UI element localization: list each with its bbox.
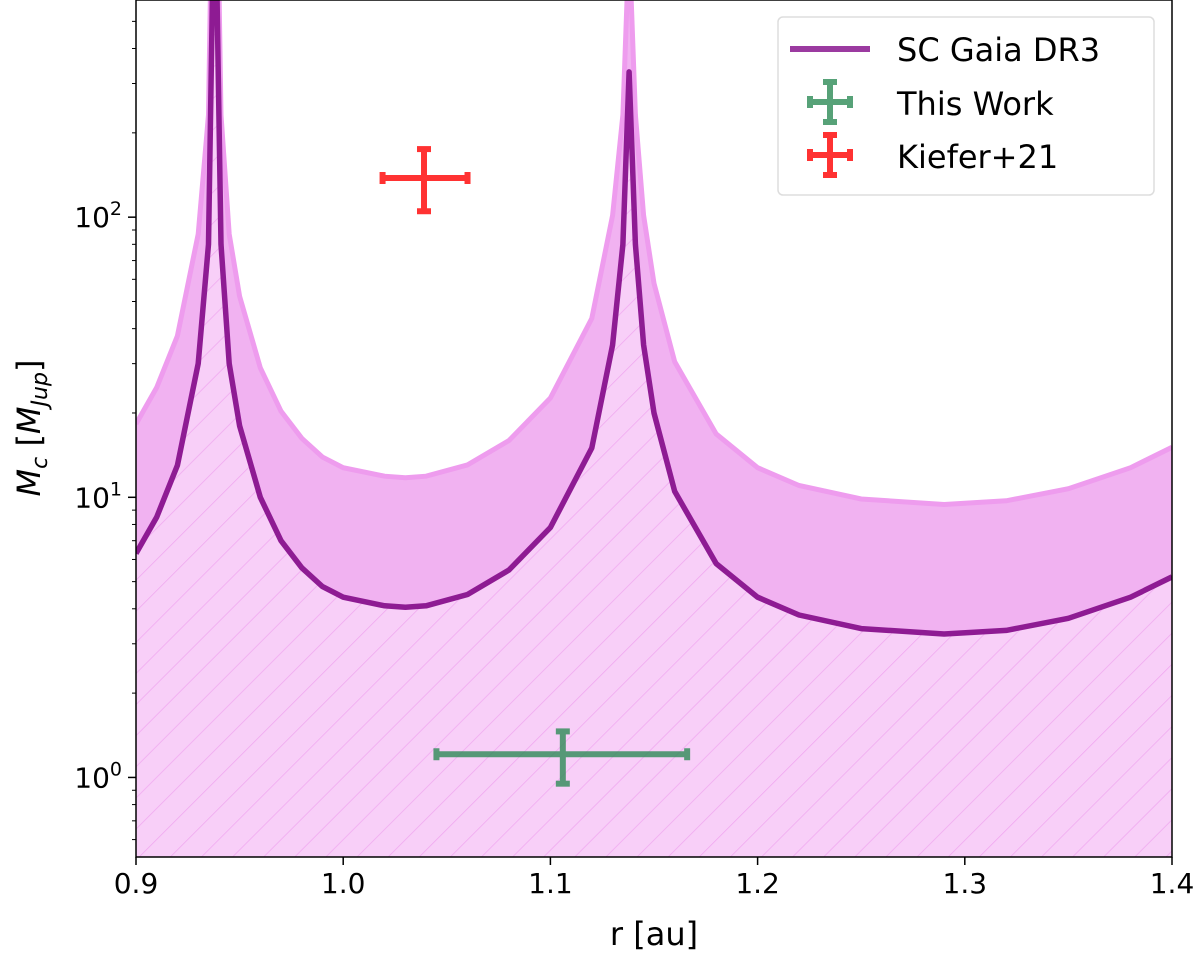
data-point-this-work bbox=[433, 728, 691, 787]
y-tick-label: 100 bbox=[74, 758, 122, 794]
legend-label-this-work: This Work bbox=[896, 85, 1054, 123]
plot-frame bbox=[135, 0, 1173, 858]
x-tick-label: 1.4 bbox=[1150, 867, 1195, 900]
x-tick-label: 1.1 bbox=[528, 867, 573, 900]
y-axis-label: Mc [MJup] bbox=[10, 360, 53, 497]
y-tick-label: 102 bbox=[74, 198, 122, 234]
legend-label-kiefer21: Kiefer+21 bbox=[897, 138, 1058, 176]
legend: SC Gaia DR3 This Work Kiefer+21 bbox=[777, 16, 1155, 196]
legend-marker-kiefer21 bbox=[807, 132, 853, 178]
y-tick-label: 101 bbox=[74, 478, 122, 514]
x-tick-label: 0.9 bbox=[114, 867, 159, 900]
x-axis-label: r [au] bbox=[610, 915, 698, 953]
y-label-unit-sub: Jup bbox=[28, 372, 53, 410]
excluded-region-hatched bbox=[136, 0, 1172, 857]
y-label-main: M bbox=[10, 469, 48, 497]
legend-marker-glyph bbox=[807, 132, 853, 178]
x-tick-label: 1.0 bbox=[321, 867, 366, 900]
legend-label-sc-gaia-dr3: SC Gaia DR3 bbox=[897, 31, 1100, 69]
y-label-unit: M bbox=[10, 406, 48, 434]
uncertainty-band bbox=[136, 0, 1172, 634]
data-point-kiefer-21 bbox=[379, 146, 471, 215]
x-tick-label: 1.2 bbox=[735, 867, 780, 900]
legend-marker-this-work bbox=[807, 79, 853, 125]
y-label-sub: c bbox=[28, 457, 53, 469]
svg-text:Mc [MJup]: Mc [MJup] bbox=[10, 360, 53, 497]
x-tick-label: 1.3 bbox=[943, 867, 988, 900]
series-line-sc-gaia-dr3 bbox=[136, 0, 1172, 637]
legend-marker-glyph bbox=[807, 79, 853, 125]
